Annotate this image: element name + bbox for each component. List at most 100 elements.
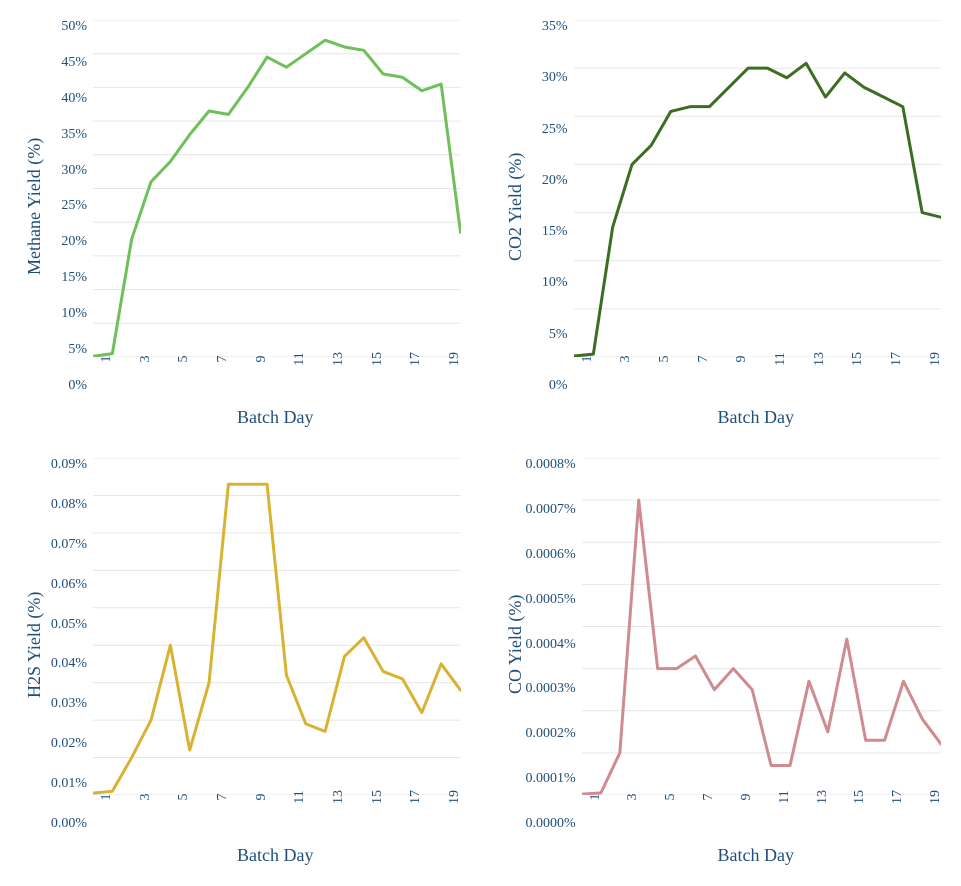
series-line-h2s	[93, 484, 461, 793]
xtick: 9	[728, 356, 750, 363]
xtick: 1	[93, 356, 115, 363]
xtick: 13	[809, 790, 831, 804]
ytick: 0.0000%	[526, 817, 576, 831]
ytick: 30%	[61, 164, 87, 178]
ytick: 30%	[542, 71, 568, 85]
xtick: 7	[690, 356, 712, 363]
ytick: 0.07%	[51, 538, 87, 552]
xtick: 17	[402, 352, 424, 366]
ytick: 0.0005%	[526, 593, 576, 607]
series-line-co2	[574, 63, 942, 356]
xtick: 7	[209, 356, 231, 363]
ytick: 0%	[549, 379, 568, 393]
xtick: 11	[767, 352, 789, 365]
xticks-co: 135791113151719	[582, 797, 941, 831]
xlabel-h2s: Batch Day	[90, 845, 461, 866]
xticks-co2: 135791113151719	[574, 359, 942, 393]
chart-co: CO Yield (%)0.0008% 0.0007% 0.0006% 0.0005%…	[501, 458, 942, 866]
ytick: 0.0001%	[526, 772, 576, 786]
xtick: 15	[844, 352, 866, 366]
ylabel-co: CO Yield (%)	[501, 458, 526, 831]
yticks-methane: 50%45%40%35%30%25%20%15%10%5%0%	[45, 20, 93, 393]
plot-svg-h2s	[93, 458, 461, 795]
ytick: 0.0008%	[526, 458, 576, 472]
ytick: 25%	[542, 123, 568, 137]
ytick: 50%	[61, 20, 87, 34]
xtick: 17	[402, 790, 424, 804]
yticks-h2s: 0.09% 0.08% 0.07% 0.06% 0.05% 0.04% 0.03% 0.02%…	[45, 458, 93, 831]
xtick: 1	[574, 356, 596, 363]
xtick: 3	[619, 794, 641, 801]
xtick: 9	[733, 794, 755, 801]
yticks-co: 0.0008% 0.0007% 0.0006% 0.0005% 0.0004% 0.000…	[526, 458, 582, 831]
xtick: 15	[364, 352, 386, 366]
chart-co2: CO2 Yield (%)35%30%25%20%15%10%5%0%13579…	[501, 20, 942, 428]
ytick: 0.03%	[51, 697, 87, 711]
xtick: 11	[771, 790, 793, 803]
ylabel-methane: Methane Yield (%)	[20, 20, 45, 393]
xlabel-co2: Batch Day	[571, 407, 942, 428]
ytick: 0.06%	[51, 578, 87, 592]
ytick: 15%	[542, 225, 568, 239]
xticks-h2s: 135791113151719	[93, 797, 461, 831]
xtick: 5	[657, 794, 679, 801]
ytick: 0.05%	[51, 618, 87, 632]
xtick: 9	[248, 794, 270, 801]
ytick: 20%	[542, 174, 568, 188]
plot-svg-co2	[574, 20, 942, 357]
xtick: 5	[170, 356, 192, 363]
ytick: 0.0002%	[526, 727, 576, 741]
ytick: 40%	[61, 92, 87, 106]
xtick: 3	[132, 356, 154, 363]
yticks-co2: 35%30%25%20%15%10%5%0%	[526, 20, 574, 393]
xtick: 19	[922, 352, 944, 366]
plot-svg-methane	[93, 20, 461, 357]
xtick: 7	[209, 794, 231, 801]
ytick: 0.01%	[51, 777, 87, 791]
xtick: 5	[170, 794, 192, 801]
ytick: 10%	[61, 307, 87, 321]
xtick: 1	[93, 794, 115, 801]
ytick: 0.08%	[51, 498, 87, 512]
ytick: 0.02%	[51, 737, 87, 751]
chart-h2s: H2S Yield (%)0.09%0.08%0.07%0.06%0.05%0.…	[20, 458, 461, 866]
xtick: 13	[806, 352, 828, 366]
xtick: 15	[364, 790, 386, 804]
xtick: 7	[695, 794, 717, 801]
ytick: 0%	[68, 379, 87, 393]
ytick: 0.0003%	[526, 682, 576, 696]
ytick: 0.0007%	[526, 503, 576, 517]
xtick: 3	[612, 356, 634, 363]
xtick: 13	[325, 352, 347, 366]
xtick: 11	[286, 352, 308, 365]
xtick: 19	[441, 790, 463, 804]
ytick: 20%	[61, 235, 87, 249]
xtick: 9	[248, 356, 270, 363]
xtick: 11	[286, 790, 308, 803]
ytick: 0.0006%	[526, 548, 576, 562]
xlabel-methane: Batch Day	[90, 407, 461, 428]
ytick: 25%	[61, 199, 87, 213]
xtick: 19	[922, 790, 944, 804]
ytick: 5%	[68, 343, 87, 357]
ylabel-h2s: H2S Yield (%)	[20, 458, 45, 831]
plot-svg-co	[582, 458, 941, 795]
xtick: 15	[846, 790, 868, 804]
ytick: 0.09%	[51, 458, 87, 472]
xtick: 17	[884, 790, 906, 804]
xlabel-co: Batch Day	[571, 845, 942, 866]
chart-methane: Methane Yield (%)50%45%40%35%30%25%20%15…	[20, 20, 461, 428]
ytick: 0.00%	[51, 817, 87, 831]
ytick: 0.0004%	[526, 638, 576, 652]
xtick: 3	[132, 794, 154, 801]
xtick: 5	[651, 356, 673, 363]
xticks-methane: 135791113151719	[93, 359, 461, 393]
ytick: 10%	[542, 276, 568, 290]
series-line-co	[582, 500, 941, 794]
ytick: 5%	[549, 328, 568, 342]
xtick: 19	[441, 352, 463, 366]
xtick: 1	[582, 794, 604, 801]
ytick: 15%	[61, 271, 87, 285]
ytick: 45%	[61, 56, 87, 70]
ytick: 0.04%	[51, 657, 87, 671]
